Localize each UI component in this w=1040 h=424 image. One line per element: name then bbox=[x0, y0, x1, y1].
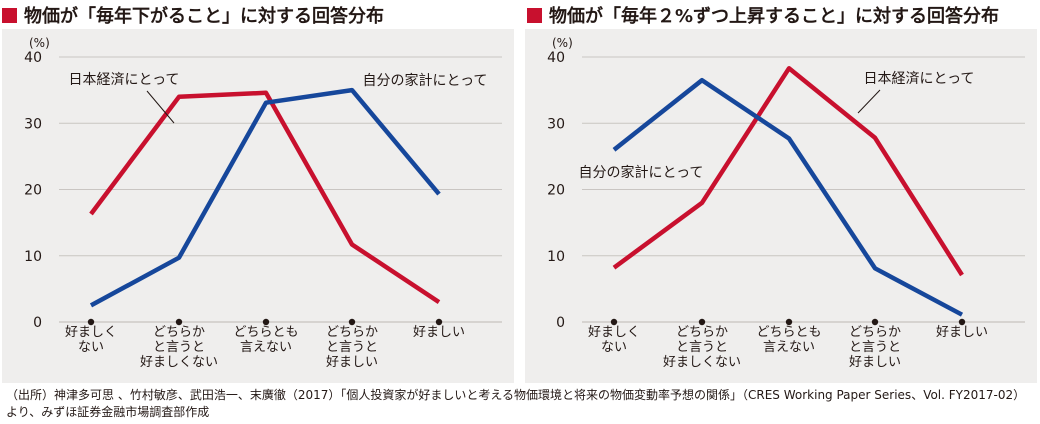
chart-right: 0 10 20 30 40 (%) 好ましくない どちらかと言うと好ましくない どちらとも言えな… bbox=[525, 29, 1037, 383]
y-tick-label: 40 bbox=[24, 50, 42, 66]
x-tick-label-line: どちらか bbox=[849, 325, 901, 340]
x-tick-label-line: ない bbox=[78, 340, 104, 355]
category-marker bbox=[871, 318, 879, 326]
x-tick-label-line: 好ましい bbox=[849, 355, 901, 370]
x-tick-label-line: どちらとも bbox=[756, 325, 821, 340]
x-tick-label: どちらかと言うと好ましくない bbox=[663, 325, 741, 370]
series-line bbox=[612, 66, 964, 277]
x-tick-label-line: 好ましく bbox=[65, 325, 117, 340]
x-tick-label: どちらとも言えない bbox=[233, 325, 298, 355]
y-tick-label: 40 bbox=[547, 50, 565, 66]
x-tick-label-line: と言うと bbox=[676, 340, 728, 355]
x-tick-label: どちらかと言うと好ましい bbox=[326, 325, 378, 370]
x-tick-label-line: 好ましい bbox=[326, 355, 378, 370]
series-line bbox=[612, 77, 964, 317]
y-axis-unit: (%) bbox=[552, 36, 573, 50]
x-tick-label: どちらとも言えない bbox=[756, 325, 821, 355]
x-tick-label-line: どちらか bbox=[676, 325, 728, 340]
y-tick-label: 10 bbox=[24, 249, 42, 265]
chart-svg-right: 010203040(%)好ましくないどちらかと言うと好ましくないどちらとも言えな… bbox=[547, 36, 1025, 370]
x-tick-label-line: 好ましく bbox=[588, 325, 640, 340]
source-line-2: より、みずほ証券金融市場調査部作成 bbox=[6, 405, 210, 419]
series-label-leader bbox=[146, 90, 175, 124]
y-tick-label: 30 bbox=[24, 116, 42, 132]
series-label-leader bbox=[857, 89, 881, 114]
chart-title: 物価が「毎年下がること」に対する回答分布 bbox=[24, 6, 384, 27]
category-marker bbox=[610, 318, 618, 326]
x-tick-label-line: 好ましくない bbox=[140, 355, 218, 370]
source-line-1: （出所）神津多可思 、竹村敏彦、武田浩一、末廣徹（2017）「個人投資家が好まし… bbox=[6, 388, 1026, 402]
x-tick-label-line: と言うと bbox=[326, 340, 378, 355]
series-label: 自分の家計にとって bbox=[579, 164, 704, 181]
series-line bbox=[89, 90, 441, 304]
x-tick-label: 好ましくない bbox=[65, 325, 117, 355]
y-tick-label: 10 bbox=[547, 249, 565, 265]
x-tick-label-line: と言うと bbox=[849, 340, 901, 355]
series-line bbox=[89, 87, 441, 308]
chart-svg-left: 010203040(%)好ましくないどちらかと言うと好ましくないどちらとも言えな… bbox=[24, 36, 502, 370]
x-tick-label: どちらかと言うと好ましくない bbox=[140, 325, 218, 370]
title-marker-square bbox=[527, 7, 542, 23]
y-axis-unit: (%) bbox=[29, 36, 50, 50]
chart-left: 0 10 20 30 40 (%) 好ましくない どちらかと言うと好ましくない どちらとも言えな… bbox=[2, 29, 514, 383]
y-tick-label: 20 bbox=[547, 183, 565, 199]
x-tick-label-line: どちらとも bbox=[233, 325, 298, 340]
series-label: 日本経済にとって bbox=[69, 72, 180, 88]
x-tick-label-line: 好ましい bbox=[413, 325, 465, 340]
x-tick-label-line: と言うと bbox=[153, 340, 205, 355]
y-tick-label: 20 bbox=[24, 183, 42, 199]
x-tick-label-line: 好ましくない bbox=[663, 355, 741, 370]
x-tick-label: どちらかと言うと好ましい bbox=[849, 325, 901, 370]
series-label: 日本経済にとって bbox=[864, 71, 975, 87]
y-tick-label: 30 bbox=[547, 116, 565, 132]
series-label: 自分の家計にとって bbox=[363, 72, 488, 89]
y-tick-label: 0 bbox=[33, 315, 42, 331]
category-marker bbox=[262, 318, 270, 326]
x-tick-label-line: 言えない bbox=[240, 340, 292, 355]
x-tick-label-line: どちらか bbox=[153, 325, 205, 340]
chart-title: 物価が「毎年２%ずつ上昇すること」に対する回答分布 bbox=[549, 6, 1000, 27]
category-marker bbox=[435, 318, 443, 326]
panel-title-left: 物価が「毎年下がること」に対する回答分布 bbox=[2, 4, 384, 27]
category-marker bbox=[348, 318, 356, 326]
x-tick-label-line: 言えない bbox=[763, 340, 815, 355]
x-tick-label: 好ましくない bbox=[588, 325, 640, 355]
category-marker bbox=[175, 318, 183, 326]
panel-title-right: 物価が「毎年２%ずつ上昇すること」に対する回答分布 bbox=[527, 4, 1000, 27]
x-tick-label-line: どちらか bbox=[326, 325, 378, 340]
y-tick-label: 0 bbox=[556, 315, 565, 331]
x-tick-label-line: 好ましい bbox=[936, 325, 988, 340]
x-tick-label: 好ましい bbox=[413, 325, 465, 340]
title-marker-square bbox=[2, 7, 17, 23]
category-marker bbox=[698, 318, 706, 326]
category-marker bbox=[785, 318, 793, 326]
x-tick-label: 好ましい bbox=[936, 325, 988, 340]
source-note: （出所）神津多可思 、竹村敏彦、武田浩一、末廣徹（2017）「個人投資家が好まし… bbox=[6, 387, 1025, 421]
x-tick-label-line: ない bbox=[601, 340, 627, 355]
category-marker bbox=[958, 318, 966, 326]
category-marker bbox=[87, 318, 95, 326]
